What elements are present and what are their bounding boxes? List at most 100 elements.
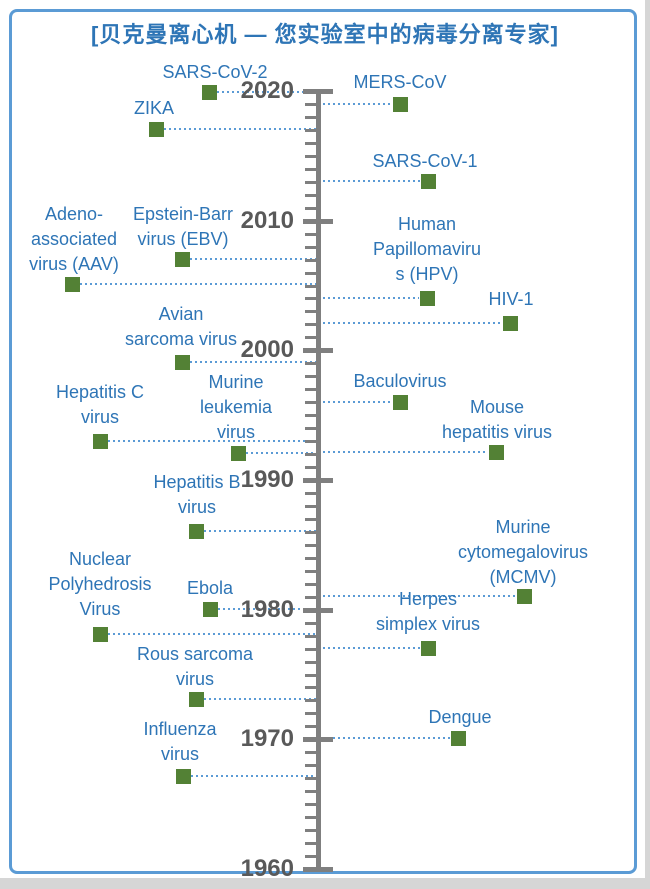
virus-label-line: virus [216,422,256,442]
virus-label-sars-cov-2: SARS-CoV-2 [162,60,267,85]
virus-marker-murine-cytomegalovirus [517,589,532,604]
figure-title: [贝克曼离心机 — 您实验室中的病毒分离专家] [91,22,559,47]
axis-tick-1998 [305,375,318,379]
virus-label-line: Adeno- [44,204,104,224]
leader-line-sars-cov-2 [217,91,318,93]
virus-label-hiv-1: HIV-1 [488,287,533,312]
virus-marker-mouse-hepatitis-virus [489,445,504,460]
axis-tick-1966 [305,790,318,794]
virus-label-line: sarcoma virus [124,329,238,349]
virus-label-line: Avian [158,304,204,324]
axis-tick-1977 [305,647,318,651]
axis-tick-2005 [305,284,318,288]
virus-label-line: Epstein-Barr [132,204,234,224]
axis-tick-1979 [305,621,318,625]
virus-label-line: Nuclear [68,549,132,569]
virus-label-line: HIV-1 [488,289,534,309]
year-label-1990: 1990 [240,466,294,493]
axis-tick-2000 [303,348,333,354]
axis-tick-2014 [305,167,318,171]
axis-tick-1967 [305,777,318,781]
virus-label-mers-cov: MERS-CoV [353,70,446,95]
axis-tick-2017 [305,128,318,132]
axis-tick-1988 [305,504,318,508]
virus-label-adeno-associated-virus: Adeno-associated virus (AAV) [29,202,119,277]
virus-marker-rous-sarcoma-virus [189,692,204,707]
leader-line-human-papillomavirus [318,297,419,299]
virus-label-line: (MCMV) [489,567,557,587]
axis-tick-1995 [305,414,318,418]
axis-tick-1981 [305,595,318,599]
leader-line-mouse-hepatitis-virus [318,451,488,453]
virus-label-line: SARS-CoV-2 [162,62,268,82]
leader-line-nuclear-polyhedrosis-virus [108,633,318,635]
axis-tick-1974 [305,686,318,690]
virus-label-line: virus (EBV) [137,229,229,249]
year-label-1960: 1960 [240,855,294,882]
axis-tick-2015 [305,154,318,158]
virus-marker-human-papillomavirus [420,291,435,306]
virus-marker-epstein-barr-virus [175,252,190,267]
virus-label-epstein-barr-virus: Epstein-Barr virus (EBV) [133,202,233,252]
virus-label-dengue: Dengue [428,705,491,730]
virus-label-line: Polyhedrosis [48,574,152,594]
virus-marker-hepatitis-c-virus [93,434,108,449]
virus-label-line: Herpes [398,589,458,609]
virus-marker-ebola [203,602,218,617]
leader-line-murine-cytomegalovirus [318,595,516,597]
axis-tick-1978 [305,634,318,638]
virus-label-line: associated [30,229,118,249]
leader-line-hiv-1 [318,322,502,324]
virus-label-line: virus [175,669,215,689]
axis-tick-1968 [305,764,318,768]
virus-label-line: Mouse [469,397,525,417]
axis-tick-1983 [305,569,318,573]
virus-label-mouse-hepatitis-virus: Mouse hepatitis virus [442,395,552,445]
virus-label-line: virus (AAV) [29,254,119,274]
virus-label-line: Dengue [428,707,492,727]
virus-label-line: Hepatitis B [153,472,241,492]
leader-line-epstein-barr-virus [190,258,318,260]
virus-label-line: Baculovirus [353,371,447,391]
virus-label-line: Influenza [143,719,217,739]
axis-tick-2003 [305,310,318,314]
virus-label-herpes-simplex-virus: Herpes simplex virus [376,587,480,637]
virus-label-line: virus [80,407,119,427]
virus-marker-hepatitis-b-virus [189,524,204,539]
axis-tick-1993 [305,440,318,444]
axis-tick-2012 [305,193,318,197]
axis-tick-1985 [305,543,318,547]
axis-tick-1961 [305,855,318,859]
virus-label-human-papillomavirus: Human Papillomaviru s (HPV) [373,212,481,287]
leader-line-influenza-virus [191,775,318,777]
virus-label-line: SARS-CoV-1 [372,151,478,171]
virus-marker-dengue [451,731,466,746]
axis-tick-1965 [305,803,318,807]
axis-tick-1975 [305,673,318,677]
leader-line-zika [164,128,318,130]
leader-line-baculovirus [318,401,392,403]
virus-marker-zika [149,122,164,137]
axis-tick-2007 [305,258,318,262]
virus-label-murine-leukemia-virus: Murine leukemia virus [200,370,272,445]
axis-tick-1971 [305,725,318,729]
axis-tick-1972 [305,712,318,716]
virus-label-avian-sarcoma-virus: Avian sarcoma virus [125,302,237,352]
virus-label-hepatitis-c-virus: Hepatitis C virus [56,380,144,430]
virus-label-hepatitis-b-virus: Hepatitis B virus [153,470,240,520]
virus-label-line: MERS-CoV [353,72,447,92]
leader-line-mers-cov [318,103,392,105]
axis-tick-1997 [305,388,318,392]
virus-label-nuclear-polyhedrosis-virus: Nuclear Polyhedrosis Virus [48,547,151,622]
virus-label-influenza-virus: Influenza virus [143,717,216,767]
virus-marker-hiv-1 [503,316,518,331]
axis-tick-1991 [305,466,318,470]
virus-label-line: hepatitis virus [441,422,553,442]
leader-line-hepatitis-c-virus [108,440,318,442]
axis-tick-1960 [303,867,333,872]
axis-tick-1987 [305,517,318,521]
axis-tick-2004 [305,297,318,301]
leader-line-rous-sarcoma-virus [204,698,318,700]
virus-marker-herpes-simplex-virus [421,641,436,656]
